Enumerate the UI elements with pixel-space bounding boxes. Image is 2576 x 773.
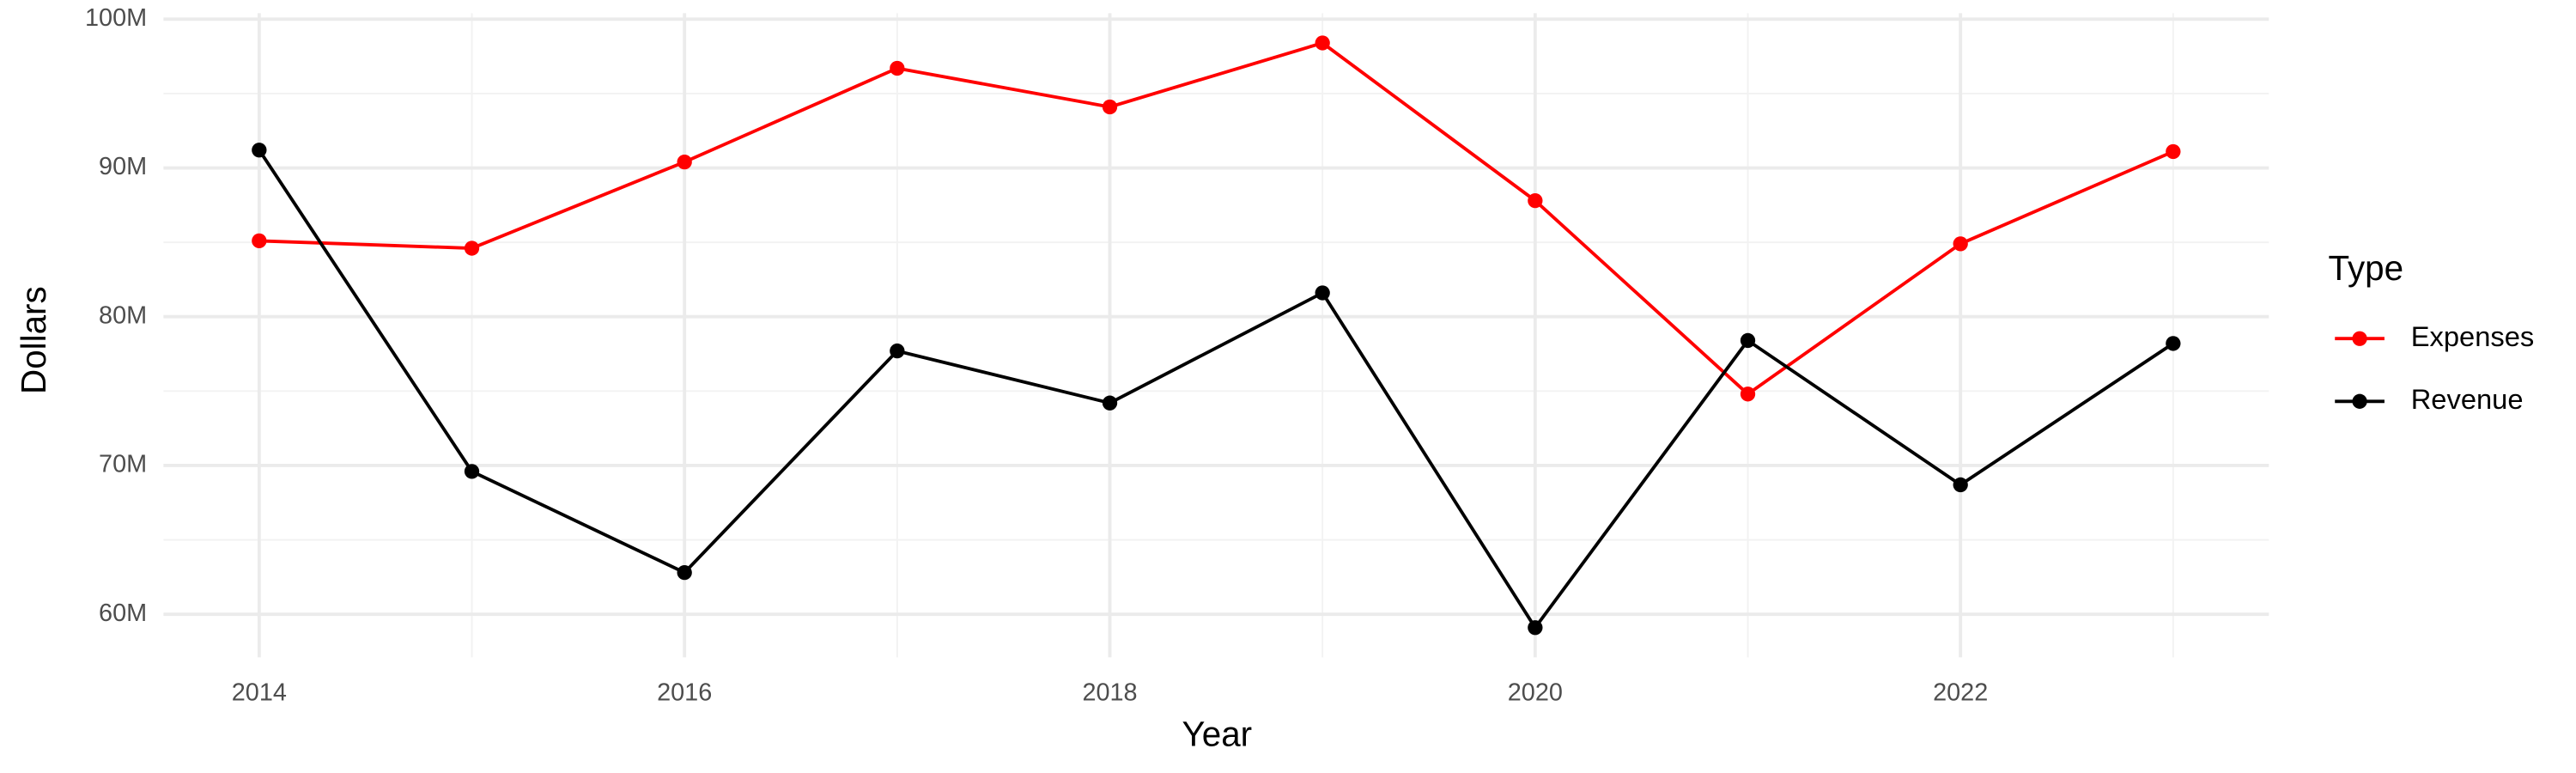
y-tick-label: 60M [99,600,147,627]
y-tick-label: 80M [99,301,147,329]
data-point [252,233,267,249]
y-tick-label: 90M [99,153,147,180]
x-tick-label: 2014 [232,679,287,706]
x-tick-label: 2016 [657,679,712,706]
legend-label: Revenue [2411,383,2524,415]
y-axis-title: Dollars [14,286,53,394]
series-line [258,40,2174,397]
data-point [677,565,692,581]
data-point [1740,386,1756,402]
x-tick-label: 2018 [1082,679,1137,706]
legend-key-point [2352,331,2367,346]
data-point [1102,99,1118,115]
series [252,35,2181,402]
grid [163,13,2269,658]
x-tick-label: 2022 [1933,679,1988,706]
data-point [464,240,480,256]
data-point [1528,620,1543,636]
x-axis-title: Year [1182,714,1253,753]
data-point [890,343,905,359]
data-point [1315,285,1330,301]
data-point [1102,395,1118,411]
data-point [1740,332,1756,349]
data-point [677,154,692,170]
y-tick-label: 100M [85,4,147,32]
legend-title: Type [2329,248,2404,288]
legend-label: Expenses [2411,320,2535,352]
series [252,143,2181,636]
data-point [890,60,905,76]
data-point [1953,477,1968,493]
series-line [258,149,2174,631]
data-point [464,464,480,479]
data-point [2166,143,2181,160]
data-point [252,143,267,158]
x-tick-label: 2020 [1508,679,1563,706]
data-point [2166,336,2181,351]
data-point [1315,35,1330,51]
data-point [1528,192,1543,209]
y-tick-label: 70M [99,451,147,478]
data-point [1953,236,1968,252]
legend-key-point [2352,393,2367,409]
